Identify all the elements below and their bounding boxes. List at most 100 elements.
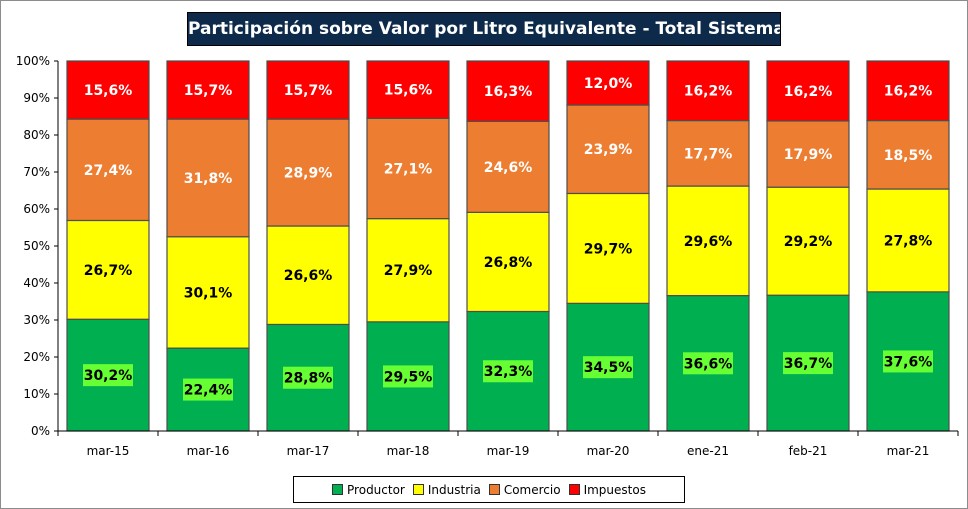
legend-swatch [412, 484, 424, 495]
data-label-impuestos: 16,2% [684, 84, 733, 100]
legend-label: Comercio [503, 482, 561, 497]
y-tick-label: 100% [16, 54, 50, 68]
x-tick-label: feb-21 [789, 444, 828, 458]
data-label-industria: 29,2% [784, 234, 833, 250]
bar-segment-impuestos [866, 60, 950, 122]
data-label-productor: 36,7% [784, 356, 833, 372]
legend-label: Productor [347, 482, 405, 497]
data-label-impuestos: 16,3% [484, 84, 533, 100]
y-tick-label: 90% [23, 91, 50, 105]
x-tick-label: mar-15 [87, 444, 130, 458]
data-label-background [383, 365, 433, 388]
bar-segment-impuestos [166, 60, 250, 120]
data-label-background [483, 360, 533, 383]
bar-segment-industria [866, 188, 950, 293]
y-tick-label: 80% [23, 128, 50, 142]
y-tick-label: 10% [23, 387, 50, 401]
data-label-impuestos: 15,6% [384, 82, 433, 98]
data-label-industria: 26,6% [284, 268, 333, 284]
bar-segment-impuestos [566, 60, 650, 106]
bar-segment-industria [566, 192, 650, 304]
legend-swatch [488, 484, 500, 495]
data-label-comercio: 28,9% [284, 166, 333, 182]
legend-item-comercio: Comercio [488, 482, 561, 497]
y-tick-label: 0% [31, 424, 50, 438]
data-label-productor: 30,2% [84, 368, 133, 384]
data-label-productor: 32,3% [484, 364, 533, 380]
y-tick-label: 60% [23, 202, 50, 216]
data-label-background [283, 366, 333, 389]
bar-segment-comercio [466, 120, 550, 213]
bar-segment-industria [466, 211, 550, 313]
y-tick-label: 70% [23, 165, 50, 179]
bar-segment-comercio [366, 117, 450, 220]
data-label-comercio: 17,9% [784, 147, 833, 163]
legend-swatch [332, 484, 344, 495]
legend-item-industria: Industria [412, 482, 481, 497]
bar-segment-impuestos [466, 60, 550, 122]
data-label-comercio: 23,9% [584, 142, 633, 158]
bar-segment-industria [766, 186, 850, 296]
bar-segment-comercio [166, 118, 250, 238]
data-label-industria: 30,1% [184, 285, 233, 301]
legend-label: Impuestos [583, 482, 646, 497]
data-label-impuestos: 12,0% [584, 76, 633, 92]
data-label-comercio: 31,8% [184, 171, 233, 187]
data-label-background [583, 356, 633, 379]
x-tick-label: mar-17 [287, 444, 330, 458]
data-label-background [83, 364, 133, 387]
data-label-comercio: 18,5% [884, 148, 933, 164]
data-label-impuestos: 15,7% [184, 83, 233, 99]
data-label-industria: 27,9% [384, 263, 433, 279]
bar-segment-impuestos [66, 60, 150, 120]
data-label-comercio: 17,7% [684, 146, 733, 162]
data-label-productor: 29,5% [384, 369, 433, 385]
data-label-comercio: 27,1% [384, 161, 433, 177]
data-label-background [183, 378, 233, 401]
x-tick-label: mar-20 [587, 444, 630, 458]
data-label-industria: 29,6% [684, 234, 733, 250]
data-label-comercio: 24,6% [484, 160, 533, 176]
bar-segment-impuestos [266, 60, 350, 120]
y-tick-label: 30% [23, 313, 50, 327]
data-label-background [683, 352, 733, 375]
bar-segment-comercio [866, 119, 950, 190]
data-label-productor: 22,4% [184, 383, 233, 399]
data-label-impuestos: 16,2% [884, 84, 933, 100]
data-label-impuestos: 15,6% [84, 83, 133, 99]
data-label-background [883, 350, 933, 373]
chart-title: Participación sobre Valor por Litro Equi… [187, 12, 781, 46]
data-label-industria: 26,8% [484, 255, 533, 271]
bar-segment-industria [166, 236, 250, 349]
data-label-productor: 34,5% [584, 360, 633, 376]
bar-segment-industria [366, 218, 450, 323]
x-tick-label: ene-21 [687, 444, 729, 458]
legend-swatch [568, 484, 580, 495]
x-tick-label: mar-19 [487, 444, 530, 458]
data-label-productor: 37,6% [884, 354, 933, 370]
x-tick-label: mar-18 [387, 444, 430, 458]
y-tick-label: 50% [23, 239, 50, 253]
data-label-comercio: 27,4% [84, 163, 133, 179]
bar-segment-comercio [266, 118, 350, 227]
x-tick-label: mar-21 [887, 444, 930, 458]
data-label-impuestos: 15,7% [284, 83, 333, 99]
data-label-productor: 28,8% [284, 371, 333, 387]
data-label-background [783, 352, 833, 375]
y-tick-label: 40% [23, 276, 50, 290]
data-label-impuestos: 16,2% [784, 84, 833, 100]
legend-label: Industria [427, 482, 481, 497]
legend-item-productor: Productor [332, 483, 405, 497]
legend-item-impuestos: Impuestos [568, 482, 646, 497]
data-label-industria: 29,7% [584, 241, 633, 257]
bar-segment-impuestos [666, 60, 750, 122]
y-tick-label: 20% [23, 350, 50, 364]
bar-segment-industria [666, 185, 750, 297]
data-label-productor: 36,6% [684, 356, 733, 372]
bar-segment-impuestos [366, 60, 450, 119]
data-label-industria: 26,7% [84, 263, 133, 279]
x-tick-label: mar-16 [187, 444, 230, 458]
bar-segment-impuestos [766, 60, 850, 122]
data-label-industria: 27,8% [884, 233, 933, 249]
